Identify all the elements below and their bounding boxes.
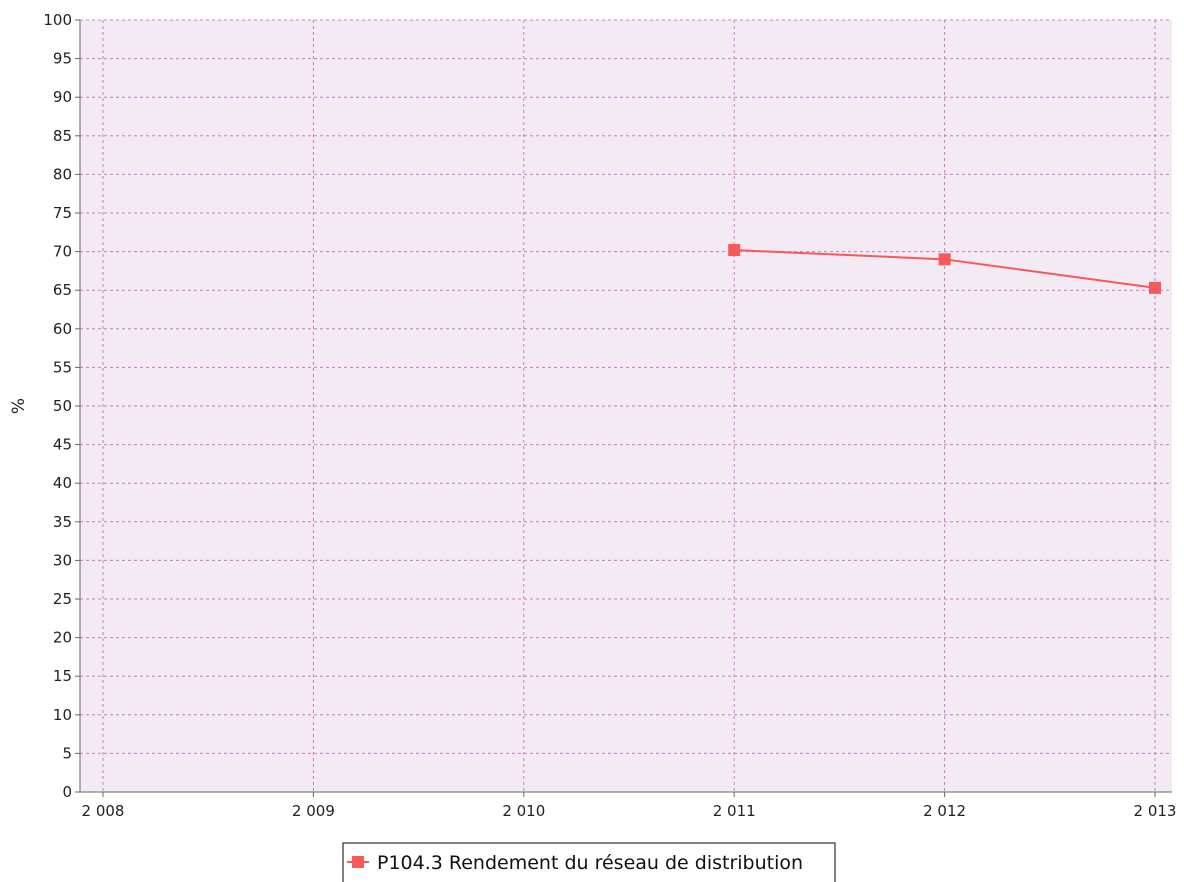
y-tick-label: 100 xyxy=(43,11,72,29)
y-tick-label: 85 xyxy=(53,127,72,145)
y-tick-label: 30 xyxy=(53,551,72,569)
x-tick-label: 2 010 xyxy=(502,802,545,820)
x-tick-label: 2 009 xyxy=(292,802,335,820)
y-tick-label: 45 xyxy=(53,436,72,454)
y-tick-label: 20 xyxy=(53,629,72,647)
legend-box xyxy=(342,842,836,882)
y-axis-label: % xyxy=(9,398,29,414)
y-tick-label: 95 xyxy=(53,50,72,68)
x-tick-label: 2 008 xyxy=(82,802,125,820)
legend: P104.3 Rendement du réseau de distributi… xyxy=(342,842,836,882)
x-axis-ticks: 2 008 2 009 2 010 2 011 2 012 2 013 xyxy=(82,792,1177,820)
y-tick-label: 40 xyxy=(53,474,72,492)
y-tick-label: 55 xyxy=(53,358,72,376)
y-tick-label: 5 xyxy=(62,744,72,762)
y-tick-label: 0 xyxy=(62,783,72,801)
series-layer xyxy=(728,244,1161,294)
y-tick-label: 90 xyxy=(53,88,72,106)
y-tick-label: 60 xyxy=(53,320,72,338)
y-tick-label: 10 xyxy=(53,706,72,724)
y-axis-ticks: 0 5 10 15 20 25 30 35 40 45 50 55 60 65 70 75 80 85 90 95 10… xyxy=(43,11,80,801)
data-point-marker xyxy=(728,244,741,257)
y-tick-label: 50 xyxy=(53,397,72,415)
grid xyxy=(80,19,1172,792)
data-point-marker xyxy=(938,253,951,266)
y-tick-label: 80 xyxy=(53,165,72,183)
y-tick-label: 25 xyxy=(53,590,72,608)
x-tick-label: 2 011 xyxy=(713,802,756,820)
y-tick-label: 35 xyxy=(53,513,72,531)
legend-marker-swatch xyxy=(352,856,364,868)
y-tick-label: 65 xyxy=(53,281,72,299)
y-tick-label: 70 xyxy=(53,243,72,261)
y-tick-label: 15 xyxy=(53,667,72,685)
legend-label: P104.3 Rendement du réseau de distributi… xyxy=(377,852,803,874)
data-point-marker xyxy=(1149,281,1161,294)
x-tick-label: 2 013 xyxy=(1134,802,1177,820)
y-tick-label: 75 xyxy=(53,204,72,222)
x-tick-label: 2 012 xyxy=(923,802,966,820)
